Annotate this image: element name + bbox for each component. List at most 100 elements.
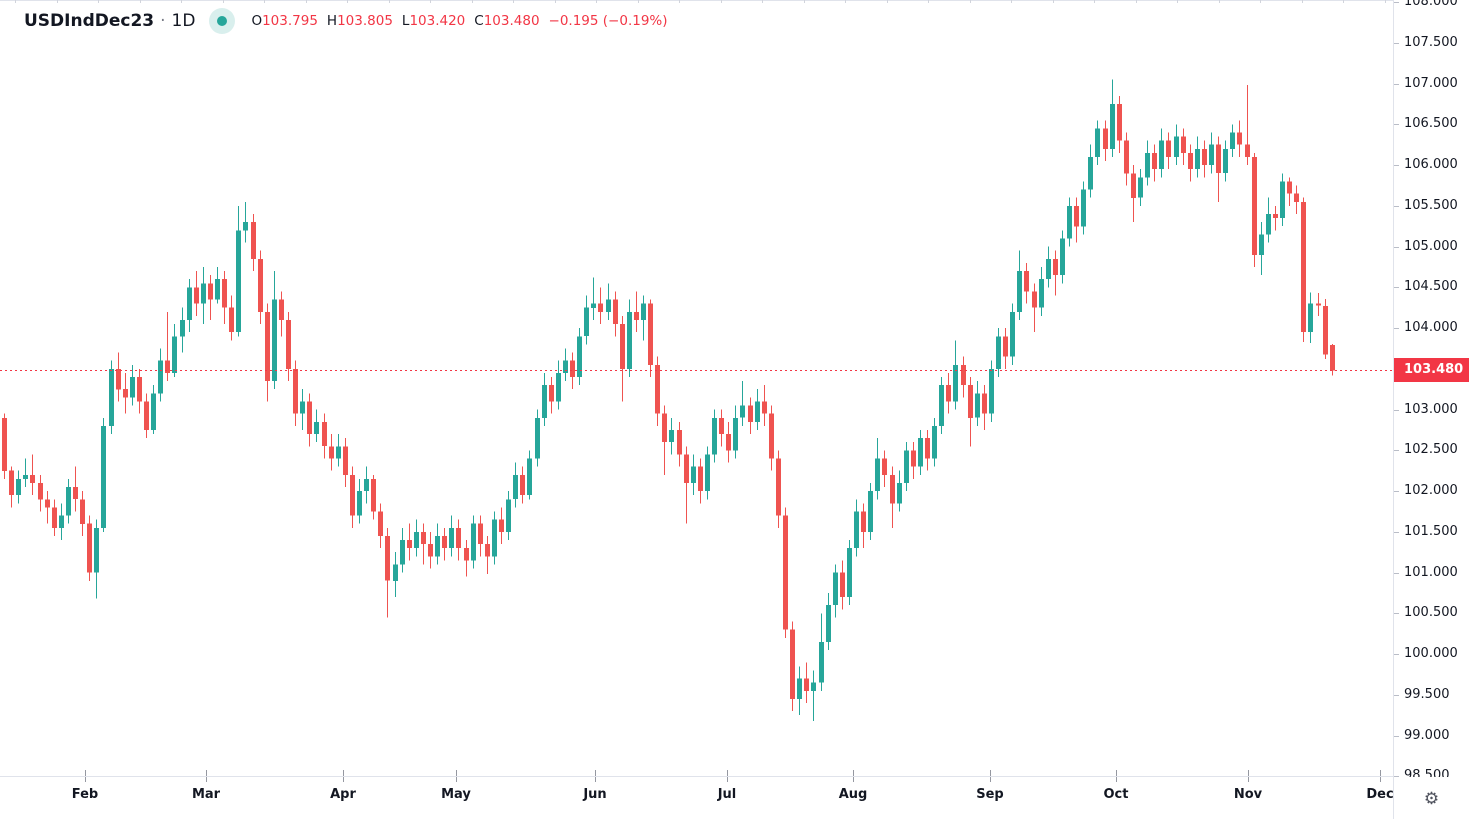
candle[interactable]	[485, 535, 490, 575]
candle[interactable]	[407, 523, 412, 561]
candle[interactable]	[1053, 250, 1058, 296]
candle[interactable]	[968, 377, 973, 447]
candle[interactable]	[1202, 140, 1207, 178]
candle[interactable]	[975, 381, 980, 426]
candle[interactable]	[236, 205, 241, 337]
candle[interactable]	[222, 271, 227, 324]
candle[interactable]	[1195, 136, 1200, 178]
candle[interactable]	[208, 275, 213, 320]
candle[interactable]	[1188, 144, 1193, 182]
candle[interactable]	[698, 458, 703, 504]
candle[interactable]	[712, 409, 717, 463]
candle[interactable]	[513, 462, 518, 508]
candle[interactable]	[80, 491, 85, 536]
candle[interactable]	[428, 531, 433, 569]
candle[interactable]	[748, 397, 753, 435]
candle[interactable]	[691, 454, 696, 496]
candle[interactable]	[1280, 173, 1285, 227]
candle[interactable]	[598, 287, 603, 324]
time-axis-month-label[interactable]: Feb	[71, 787, 99, 802]
candle[interactable]	[251, 214, 256, 272]
candle[interactable]	[662, 405, 667, 475]
candle[interactable]	[776, 450, 781, 528]
candle[interactable]	[16, 470, 21, 504]
candle[interactable]	[897, 470, 902, 512]
candle[interactable]	[449, 515, 454, 557]
candle[interactable]	[1067, 197, 1072, 247]
candle[interactable]	[9, 466, 14, 508]
candle[interactable]	[378, 503, 383, 549]
candle[interactable]	[201, 267, 206, 324]
candle[interactable]	[1181, 128, 1186, 166]
time-axis-month-label[interactable]: Oct	[1103, 787, 1129, 802]
candle[interactable]	[826, 593, 831, 650]
candle[interactable]	[123, 372, 128, 414]
time-axis-month-label[interactable]: May	[441, 787, 471, 802]
candle[interactable]	[1046, 246, 1051, 288]
candle[interactable]	[286, 311, 291, 382]
candle[interactable]	[911, 442, 916, 479]
candle[interactable]	[890, 466, 895, 528]
candle[interactable]	[30, 454, 35, 496]
candle[interactable]	[882, 450, 887, 487]
candle[interactable]	[329, 434, 334, 471]
candle[interactable]	[158, 348, 163, 402]
candle[interactable]	[506, 491, 511, 540]
time-axis-month-label[interactable]: Apr	[330, 787, 356, 802]
candle[interactable]	[925, 430, 930, 471]
candle[interactable]	[861, 503, 866, 549]
candle[interactable]	[265, 303, 270, 402]
candle[interactable]	[1032, 283, 1037, 333]
candle[interactable]	[584, 295, 589, 345]
candle[interactable]	[1245, 85, 1250, 166]
candle[interactable]	[563, 348, 568, 382]
candle[interactable]	[94, 519, 99, 599]
candle[interactable]	[811, 670, 816, 721]
candle[interactable]	[1301, 197, 1306, 342]
time-axis-month-label[interactable]: Mar	[191, 787, 221, 802]
candle[interactable]	[946, 372, 951, 414]
candle[interactable]	[847, 540, 852, 606]
candle[interactable]	[833, 564, 838, 618]
candle[interactable]	[819, 613, 824, 691]
candle[interactable]	[1330, 344, 1335, 376]
candle[interactable]	[705, 446, 710, 500]
time-axis-month-label[interactable]: Sep	[976, 787, 1004, 802]
candle[interactable]	[1039, 267, 1044, 316]
candle[interactable]	[116, 352, 121, 402]
candle[interactable]	[300, 389, 305, 430]
candle[interactable]	[1131, 165, 1136, 223]
candle[interactable]	[904, 442, 909, 492]
candle[interactable]	[2, 413, 7, 479]
candle[interactable]	[854, 499, 859, 557]
candle[interactable]	[790, 621, 795, 712]
candle[interactable]	[1110, 79, 1115, 158]
candle[interactable]	[733, 405, 738, 459]
time-axis-month-label[interactable]: Dec	[1366, 787, 1393, 802]
candle[interactable]	[1024, 262, 1029, 304]
candle[interactable]	[471, 515, 476, 569]
candle[interactable]	[52, 499, 57, 536]
candle[interactable]	[655, 356, 660, 426]
candle[interactable]	[1316, 293, 1321, 316]
candle[interactable]	[279, 291, 284, 337]
candle[interactable]	[1010, 303, 1015, 365]
candle[interactable]	[322, 413, 327, 459]
candle[interactable]	[66, 478, 71, 524]
candle[interactable]	[1294, 185, 1299, 215]
candle[interactable]	[669, 417, 674, 455]
candle[interactable]	[769, 405, 774, 471]
candle[interactable]	[577, 328, 582, 386]
candle[interactable]	[137, 368, 142, 414]
candle[interactable]	[939, 377, 944, 435]
candle[interactable]	[719, 409, 724, 447]
candle[interactable]	[87, 515, 92, 581]
candle[interactable]	[1081, 181, 1086, 235]
time-axis-month-label[interactable]: Jul	[717, 787, 737, 802]
candle[interactable]	[499, 507, 504, 545]
candle[interactable]	[1216, 136, 1221, 202]
candle[interactable]	[1259, 222, 1264, 276]
candle[interactable]	[726, 421, 731, 463]
candle[interactable]	[393, 552, 398, 598]
candle[interactable]	[634, 291, 639, 333]
